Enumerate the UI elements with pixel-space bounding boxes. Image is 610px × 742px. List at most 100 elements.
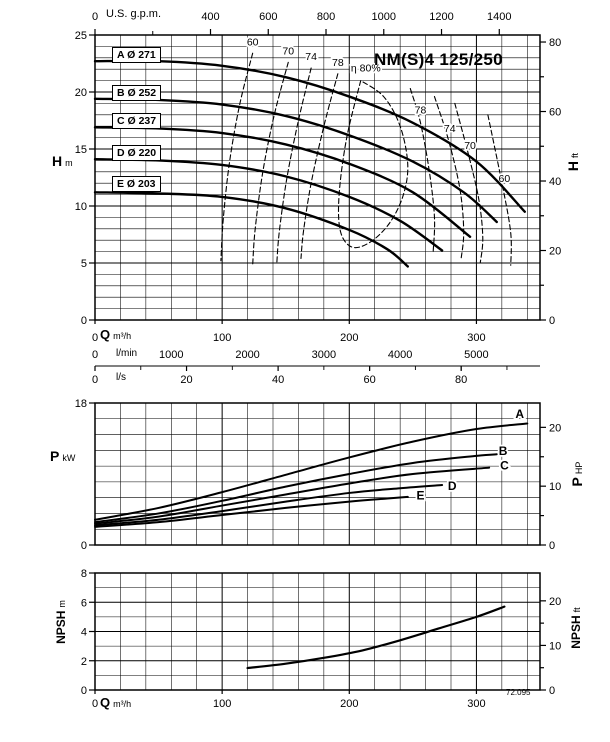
svg-text:400: 400 bbox=[201, 11, 219, 23]
svg-text:20: 20 bbox=[75, 87, 87, 99]
svg-text:0: 0 bbox=[81, 315, 87, 327]
head-axis-label-ft: Hft bbox=[565, 130, 581, 194]
svg-text:1000: 1000 bbox=[159, 349, 183, 361]
head-unit-m: m bbox=[65, 158, 73, 168]
svg-text:2: 2 bbox=[81, 656, 87, 668]
svg-text:D: D bbox=[448, 479, 457, 493]
svg-text:0: 0 bbox=[549, 540, 555, 552]
svg-text:60: 60 bbox=[364, 374, 376, 386]
impeller-label-b: B Ø 252 bbox=[112, 85, 162, 101]
impeller-label-d: D Ø 220 bbox=[112, 145, 162, 161]
svg-text:3000: 3000 bbox=[312, 349, 336, 361]
svg-text:20: 20 bbox=[549, 246, 561, 258]
flow-symbol: Q bbox=[100, 327, 111, 342]
svg-text:200: 200 bbox=[340, 332, 358, 344]
svg-text:15: 15 bbox=[75, 144, 87, 156]
npsh-symbol: NPSH bbox=[54, 610, 68, 644]
svg-text:600: 600 bbox=[259, 11, 277, 23]
svg-text:80: 80 bbox=[549, 37, 561, 49]
svg-text:0: 0 bbox=[92, 11, 98, 23]
svg-text:100: 100 bbox=[213, 332, 231, 344]
svg-text:5: 5 bbox=[81, 258, 87, 270]
svg-text:A: A bbox=[515, 407, 524, 421]
svg-text:300: 300 bbox=[467, 332, 485, 344]
svg-text:0: 0 bbox=[92, 698, 98, 710]
drawing-number: 72.095 bbox=[506, 688, 531, 697]
svg-text:60: 60 bbox=[499, 173, 511, 185]
npsh-unit-m: m bbox=[57, 600, 67, 608]
svg-text:100: 100 bbox=[213, 698, 231, 710]
svg-text:60: 60 bbox=[247, 36, 259, 48]
svg-text:78: 78 bbox=[332, 57, 344, 69]
svg-text:0: 0 bbox=[81, 685, 87, 697]
svg-text:70: 70 bbox=[282, 45, 294, 57]
head-symbol: H bbox=[52, 153, 63, 169]
flow-unit-lmin: l/min bbox=[116, 348, 138, 359]
svg-text:80: 80 bbox=[455, 374, 467, 386]
pump-model-title: NM(S)4 125/250 bbox=[374, 50, 503, 69]
svg-text:6: 6 bbox=[81, 597, 87, 609]
svg-text:10: 10 bbox=[549, 481, 561, 493]
svg-text:800: 800 bbox=[317, 11, 335, 23]
svg-text:20: 20 bbox=[549, 596, 561, 608]
svg-text:0: 0 bbox=[549, 315, 555, 327]
svg-text:B: B bbox=[499, 444, 508, 458]
power-unit-kw: kW bbox=[62, 453, 76, 463]
svg-text:1400: 1400 bbox=[487, 11, 511, 23]
npsh-axis-label-ft: NPSH ft bbox=[569, 596, 585, 660]
svg-text:10: 10 bbox=[549, 640, 561, 652]
svg-text:4000: 4000 bbox=[388, 349, 412, 361]
svg-text:0: 0 bbox=[92, 332, 98, 344]
svg-text:0: 0 bbox=[81, 540, 87, 552]
flow-unit-m3h: m³/h bbox=[113, 331, 132, 341]
svg-text:40: 40 bbox=[272, 374, 284, 386]
svg-text:0: 0 bbox=[92, 374, 98, 386]
impeller-label-a: A Ø 271 bbox=[112, 47, 161, 63]
svg-text:25: 25 bbox=[75, 30, 87, 42]
us-gpm-axis-label: U.S. g.p.m. bbox=[106, 8, 162, 20]
power-unit-hp: HP bbox=[574, 461, 584, 475]
svg-text:1200: 1200 bbox=[429, 11, 453, 23]
svg-text:74: 74 bbox=[305, 51, 317, 63]
svg-text:40: 40 bbox=[549, 176, 561, 188]
flow-unit-m3h-bottom: m³/h bbox=[113, 699, 132, 709]
svg-text:8: 8 bbox=[81, 568, 87, 580]
power-axis-label-hp: P HP bbox=[569, 442, 585, 506]
svg-text:18: 18 bbox=[75, 398, 87, 410]
svg-text:5000: 5000 bbox=[464, 349, 488, 361]
svg-text:η 80%: η 80% bbox=[351, 62, 381, 74]
impeller-label-c: C Ø 237 bbox=[112, 113, 162, 129]
svg-text:0: 0 bbox=[92, 349, 98, 361]
svg-text:60: 60 bbox=[549, 107, 561, 119]
power-symbol: P bbox=[50, 448, 60, 464]
npsh-symbol-ft: NPSH bbox=[569, 615, 583, 649]
svg-text:74: 74 bbox=[444, 123, 456, 135]
head-unit-ft: ft bbox=[570, 152, 580, 158]
svg-text:10: 10 bbox=[75, 201, 87, 213]
svg-text:1000: 1000 bbox=[372, 11, 396, 23]
svg-text:78: 78 bbox=[415, 105, 427, 117]
svg-text:C: C bbox=[500, 458, 509, 472]
svg-text:4: 4 bbox=[81, 627, 87, 639]
svg-text:200: 200 bbox=[340, 698, 358, 710]
svg-text:2000: 2000 bbox=[235, 349, 259, 361]
svg-text:70: 70 bbox=[464, 140, 476, 152]
svg-text:E: E bbox=[416, 488, 424, 502]
svg-text:0: 0 bbox=[549, 685, 555, 697]
npsh-unit-ft: ft bbox=[572, 607, 582, 613]
npsh-axis-label-m: NPSH m bbox=[54, 590, 70, 654]
flow-unit-ls: l/s bbox=[116, 372, 126, 383]
power-symbol-hp: P bbox=[569, 477, 585, 487]
svg-text:300: 300 bbox=[467, 698, 485, 710]
head-symbol-ft: H bbox=[565, 160, 581, 172]
svg-text:20: 20 bbox=[549, 422, 561, 434]
impeller-label-e: E Ø 203 bbox=[112, 176, 161, 192]
svg-text:20: 20 bbox=[180, 374, 192, 386]
flow-symbol-bottom: Q bbox=[100, 695, 111, 710]
